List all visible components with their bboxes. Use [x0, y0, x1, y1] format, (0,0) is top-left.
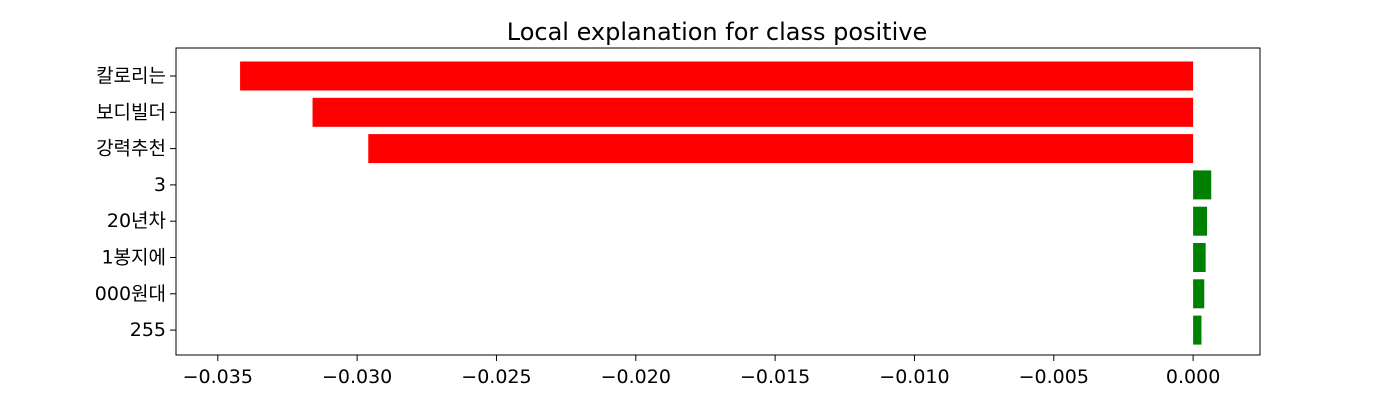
- bar-1: [312, 97, 1194, 127]
- x-tick-label-4: −0.015: [740, 366, 810, 388]
- bars: [240, 61, 1212, 345]
- y-tick-label-5: 1봉지에: [101, 247, 166, 269]
- x-tick-label-3: −0.020: [601, 366, 671, 388]
- y-tick-label-1: 보디빌더: [96, 101, 166, 123]
- y-tick-label-0: 칼로리는: [96, 65, 166, 87]
- y-tick-label-6: 000원대: [95, 283, 166, 305]
- bar-5: [1193, 243, 1206, 272]
- x-tick-label-1: −0.030: [322, 366, 392, 388]
- bar-0: [240, 61, 1194, 91]
- bar-7: [1193, 315, 1202, 345]
- x-tick-label-2: −0.025: [461, 366, 531, 388]
- x-tick-label-5: −0.010: [879, 366, 949, 388]
- y-tick-label-7: 255: [130, 319, 166, 341]
- y-tick-label-3: 3: [154, 174, 166, 196]
- y-tick-label-4: 20년차: [107, 210, 166, 232]
- plot-frame: [175, 47, 1261, 356]
- bar-3: [1193, 170, 1212, 200]
- x-axis: −0.035 −0.030 −0.025 −0.020 −0.015 −0.010 −0.0…: [183, 355, 1220, 388]
- x-tick-label-6: −0.005: [1019, 366, 1089, 388]
- x-tick-label-7: 0.000: [1166, 366, 1220, 388]
- bar-2: [368, 134, 1194, 164]
- bar-4: [1193, 206, 1208, 236]
- chart-title: Local explanation for class positive: [507, 18, 927, 46]
- bar-6: [1193, 279, 1205, 309]
- y-tick-label-2: 강력추천: [96, 138, 166, 160]
- x-tick-label-0: −0.035: [183, 366, 253, 388]
